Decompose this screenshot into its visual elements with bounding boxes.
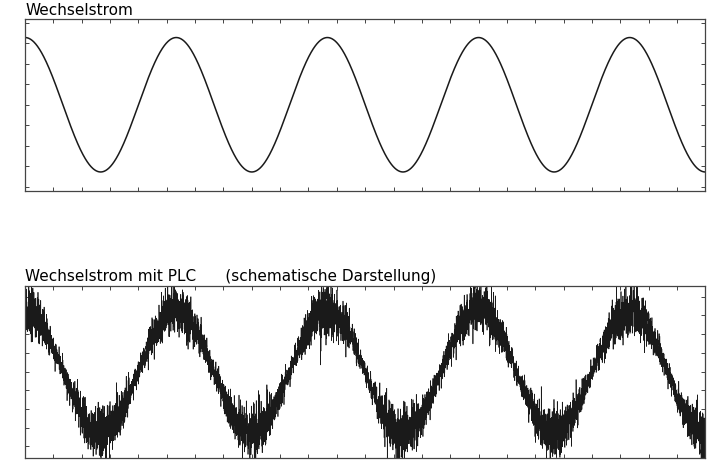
Text: Wechselstrom mit PLC      (schematische Darstellung): Wechselstrom mit PLC (schematische Darst… — [25, 269, 436, 284]
Text: Wechselstrom: Wechselstrom — [25, 2, 133, 18]
